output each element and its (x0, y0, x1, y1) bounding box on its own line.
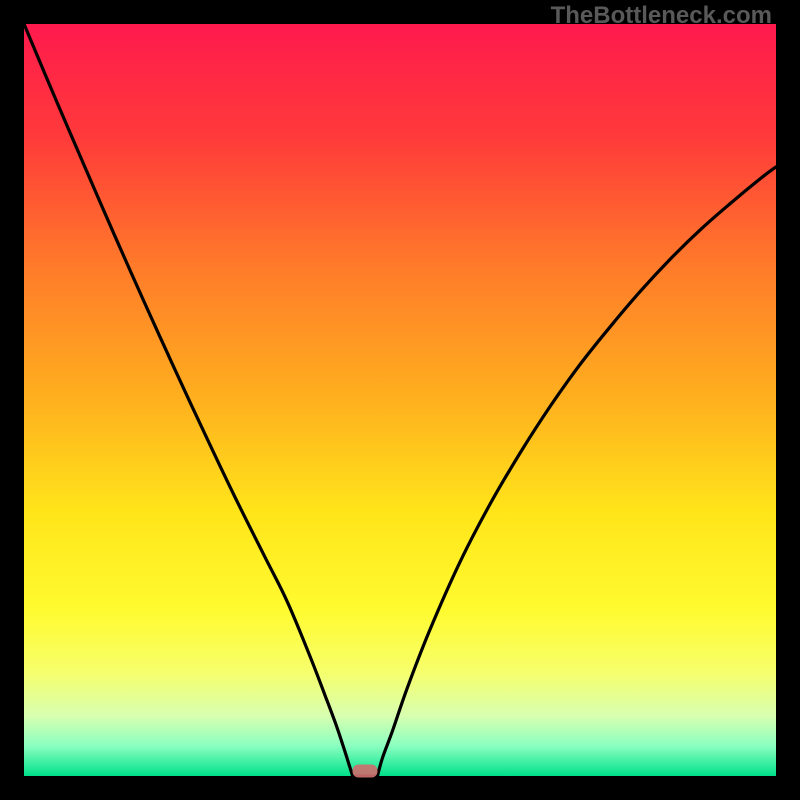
watermark-text: TheBottleneck.com (551, 2, 772, 30)
vertex-marker (352, 765, 377, 778)
plot-area (24, 24, 776, 776)
chart-curve-layer (24, 24, 776, 776)
bottleneck-curve (24, 24, 776, 776)
